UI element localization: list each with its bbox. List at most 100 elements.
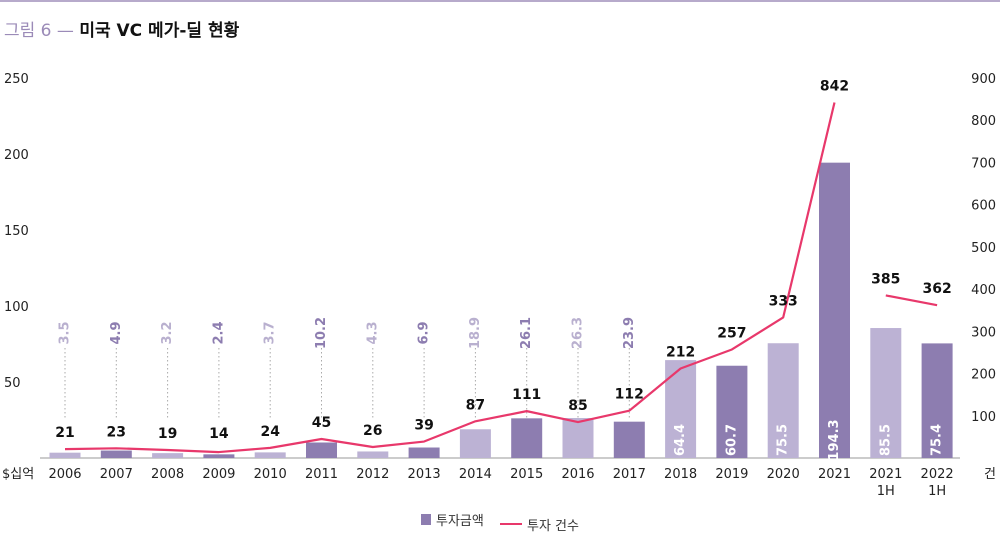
y-right-tick-label: 200 xyxy=(971,368,996,383)
bar xyxy=(562,418,594,458)
y-right-tick-label: 900 xyxy=(971,72,996,87)
bar-value-label: 2.4 xyxy=(211,321,226,344)
bar xyxy=(152,453,184,458)
bar-value-label: 75.4 xyxy=(930,424,945,456)
bar-value-label: 26.3 xyxy=(571,317,586,349)
line-value-label: 14 xyxy=(209,426,229,442)
line-value-label: 212 xyxy=(666,344,695,360)
x-tick-label: 2007 xyxy=(100,467,133,482)
line-value-label: 112 xyxy=(615,387,644,403)
bar-value-label: 194.3 xyxy=(827,419,842,460)
y-left-tick-label: 200 xyxy=(4,148,29,163)
x-tick-label: 2015 xyxy=(510,467,543,482)
bar-value-label: 4.9 xyxy=(109,321,124,344)
y-left-unit-label: $십억 xyxy=(2,467,34,482)
bar-value-label: 4.3 xyxy=(365,321,380,344)
y-right-tick-label: 600 xyxy=(971,199,996,214)
x-tick-label: 2011 xyxy=(305,467,338,482)
line-value-label: 85 xyxy=(568,398,587,414)
line-value-label: 23 xyxy=(107,424,126,440)
bar-value-label: 3.7 xyxy=(263,321,278,344)
y-right-tick-label: 300 xyxy=(971,325,996,340)
bar-value-label: 85.5 xyxy=(878,424,893,456)
y-right-tick-label: 700 xyxy=(971,156,996,171)
count-line xyxy=(64,102,836,454)
bar xyxy=(459,429,491,458)
bar xyxy=(819,162,850,458)
y-right-unit-label: 건 xyxy=(984,467,996,482)
bar-value-label: 64.4 xyxy=(673,424,688,456)
x-tick-label: 2013 xyxy=(408,467,441,482)
legend-bar-swatch xyxy=(421,514,432,525)
legend-item-count: 투자 건수 xyxy=(500,515,579,534)
x-tick-label: 2019 xyxy=(715,467,748,482)
bar-value-label: 6.9 xyxy=(417,321,432,344)
x-tick-label: 2021 xyxy=(818,467,851,482)
bar xyxy=(767,343,799,458)
x-tick-label: 2014 xyxy=(459,467,492,482)
y-right-tick-label: 400 xyxy=(971,283,996,298)
legend-bar-label: 투자금액 xyxy=(436,514,484,529)
bar-value-label: 10.2 xyxy=(314,317,329,349)
legend-item-amount: 투자금액 xyxy=(421,510,484,529)
line-value-label: 21 xyxy=(55,425,74,441)
bar-value-label: 3.5 xyxy=(58,321,73,344)
bar-value-label: 60.7 xyxy=(724,424,739,456)
x-tick-label: 2022 1H xyxy=(921,467,954,499)
bar xyxy=(49,452,81,458)
line-value-label: 39 xyxy=(414,418,433,434)
line-value-label: 26 xyxy=(363,423,382,439)
bar-value-label: 26.1 xyxy=(519,317,534,349)
x-tick-label: 2021 1H xyxy=(869,467,902,499)
y-left-tick-label: 50 xyxy=(4,376,21,391)
figure-number: 그림 6 — xyxy=(4,21,74,41)
x-tick-label: 2010 xyxy=(254,467,287,482)
y-left-tick-label: 100 xyxy=(4,300,29,315)
y-right-tick-label: 800 xyxy=(971,114,996,129)
legend-line-label: 투자 건수 xyxy=(527,518,579,534)
y-right-tick-label: 100 xyxy=(971,410,996,425)
bar xyxy=(306,442,337,458)
x-tick-label: 2018 xyxy=(664,467,697,482)
bar xyxy=(613,421,645,458)
bar-value-label: 75.5 xyxy=(776,424,791,456)
figure-title: 그림 6 — 미국 VC 메가-딜 현황 xyxy=(4,16,239,41)
line-value-label: 333 xyxy=(769,293,798,309)
bar xyxy=(408,447,440,458)
x-tick-label: 2009 xyxy=(202,467,235,482)
x-tick-label: 2020 xyxy=(767,467,800,482)
line-value-label: 24 xyxy=(260,424,280,440)
y-right-tick-label: 500 xyxy=(971,241,996,256)
bar-value-label: 3.2 xyxy=(160,321,175,344)
line-value-label: 87 xyxy=(466,397,485,413)
x-tick-label: 2006 xyxy=(48,467,81,482)
line-value-label: 111 xyxy=(512,387,541,403)
bar xyxy=(100,450,132,458)
bar-value-label: 23.9 xyxy=(622,317,637,349)
x-tick-label: 2008 xyxy=(151,467,184,482)
line-value-label: 362 xyxy=(922,281,951,297)
bar xyxy=(921,343,953,458)
legend: 투자금액 투자 건수 xyxy=(0,510,1000,534)
combo-chart: 250 200 150 100 50 900 800 700 600 500 400 300 200 10… xyxy=(2,72,996,499)
x-tick-label: 2016 xyxy=(561,467,594,482)
line-value-label: 385 xyxy=(871,271,900,287)
y-left-tick-label: 250 xyxy=(4,72,29,87)
bar xyxy=(716,365,748,458)
x-tick-label: 2012 xyxy=(356,467,389,482)
legend-line-swatch xyxy=(500,523,522,525)
count-line xyxy=(885,294,938,307)
bar xyxy=(870,328,902,458)
bar-value-label: 18.9 xyxy=(468,317,483,349)
top-rule xyxy=(0,0,1000,2)
bar xyxy=(203,454,235,458)
bar xyxy=(511,418,543,458)
figure-title-text: 미국 VC 메가-딜 현황 xyxy=(79,21,240,41)
line-value-label: 19 xyxy=(158,426,177,442)
bar xyxy=(357,451,389,458)
line-value-label: 842 xyxy=(820,78,849,94)
line-value-label: 257 xyxy=(717,325,746,341)
x-tick-label: 2017 xyxy=(613,467,646,482)
bar xyxy=(254,452,286,458)
y-left-tick-label: 150 xyxy=(4,224,29,239)
